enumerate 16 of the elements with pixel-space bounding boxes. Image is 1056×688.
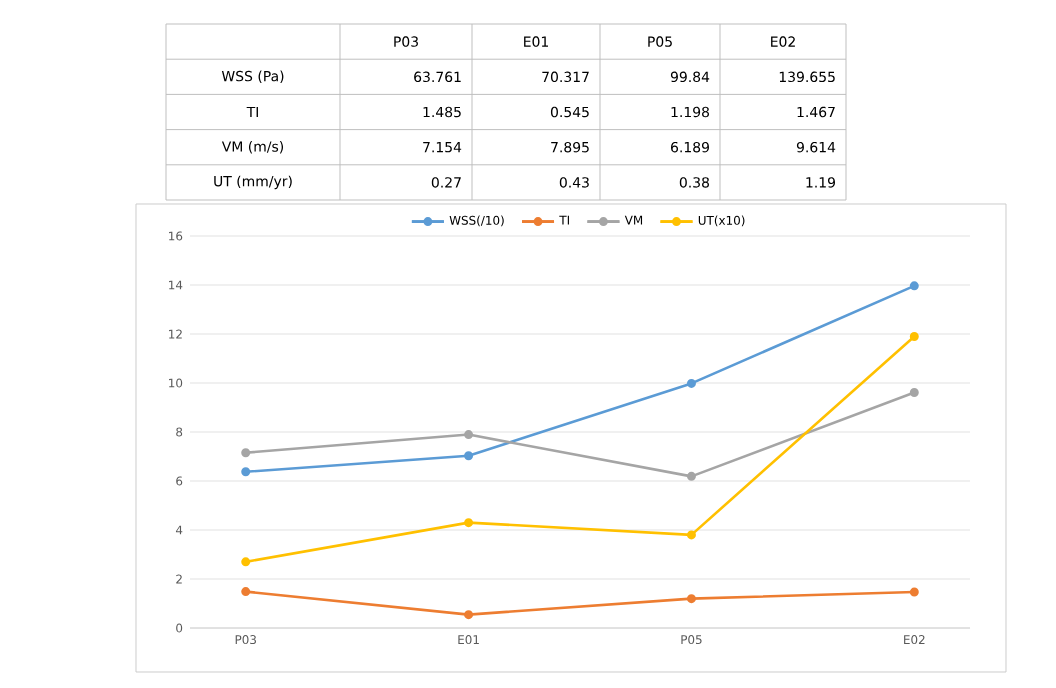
point [241,467,251,477]
point [464,610,474,620]
point [909,281,919,291]
point [686,594,696,604]
point [909,387,919,397]
point [241,557,251,567]
point [686,378,696,388]
point [909,587,919,597]
point [686,530,696,540]
point [909,331,919,341]
point [241,448,251,458]
point [464,430,474,440]
point [241,587,251,597]
point [464,518,474,528]
point [686,471,696,481]
point [464,451,474,461]
